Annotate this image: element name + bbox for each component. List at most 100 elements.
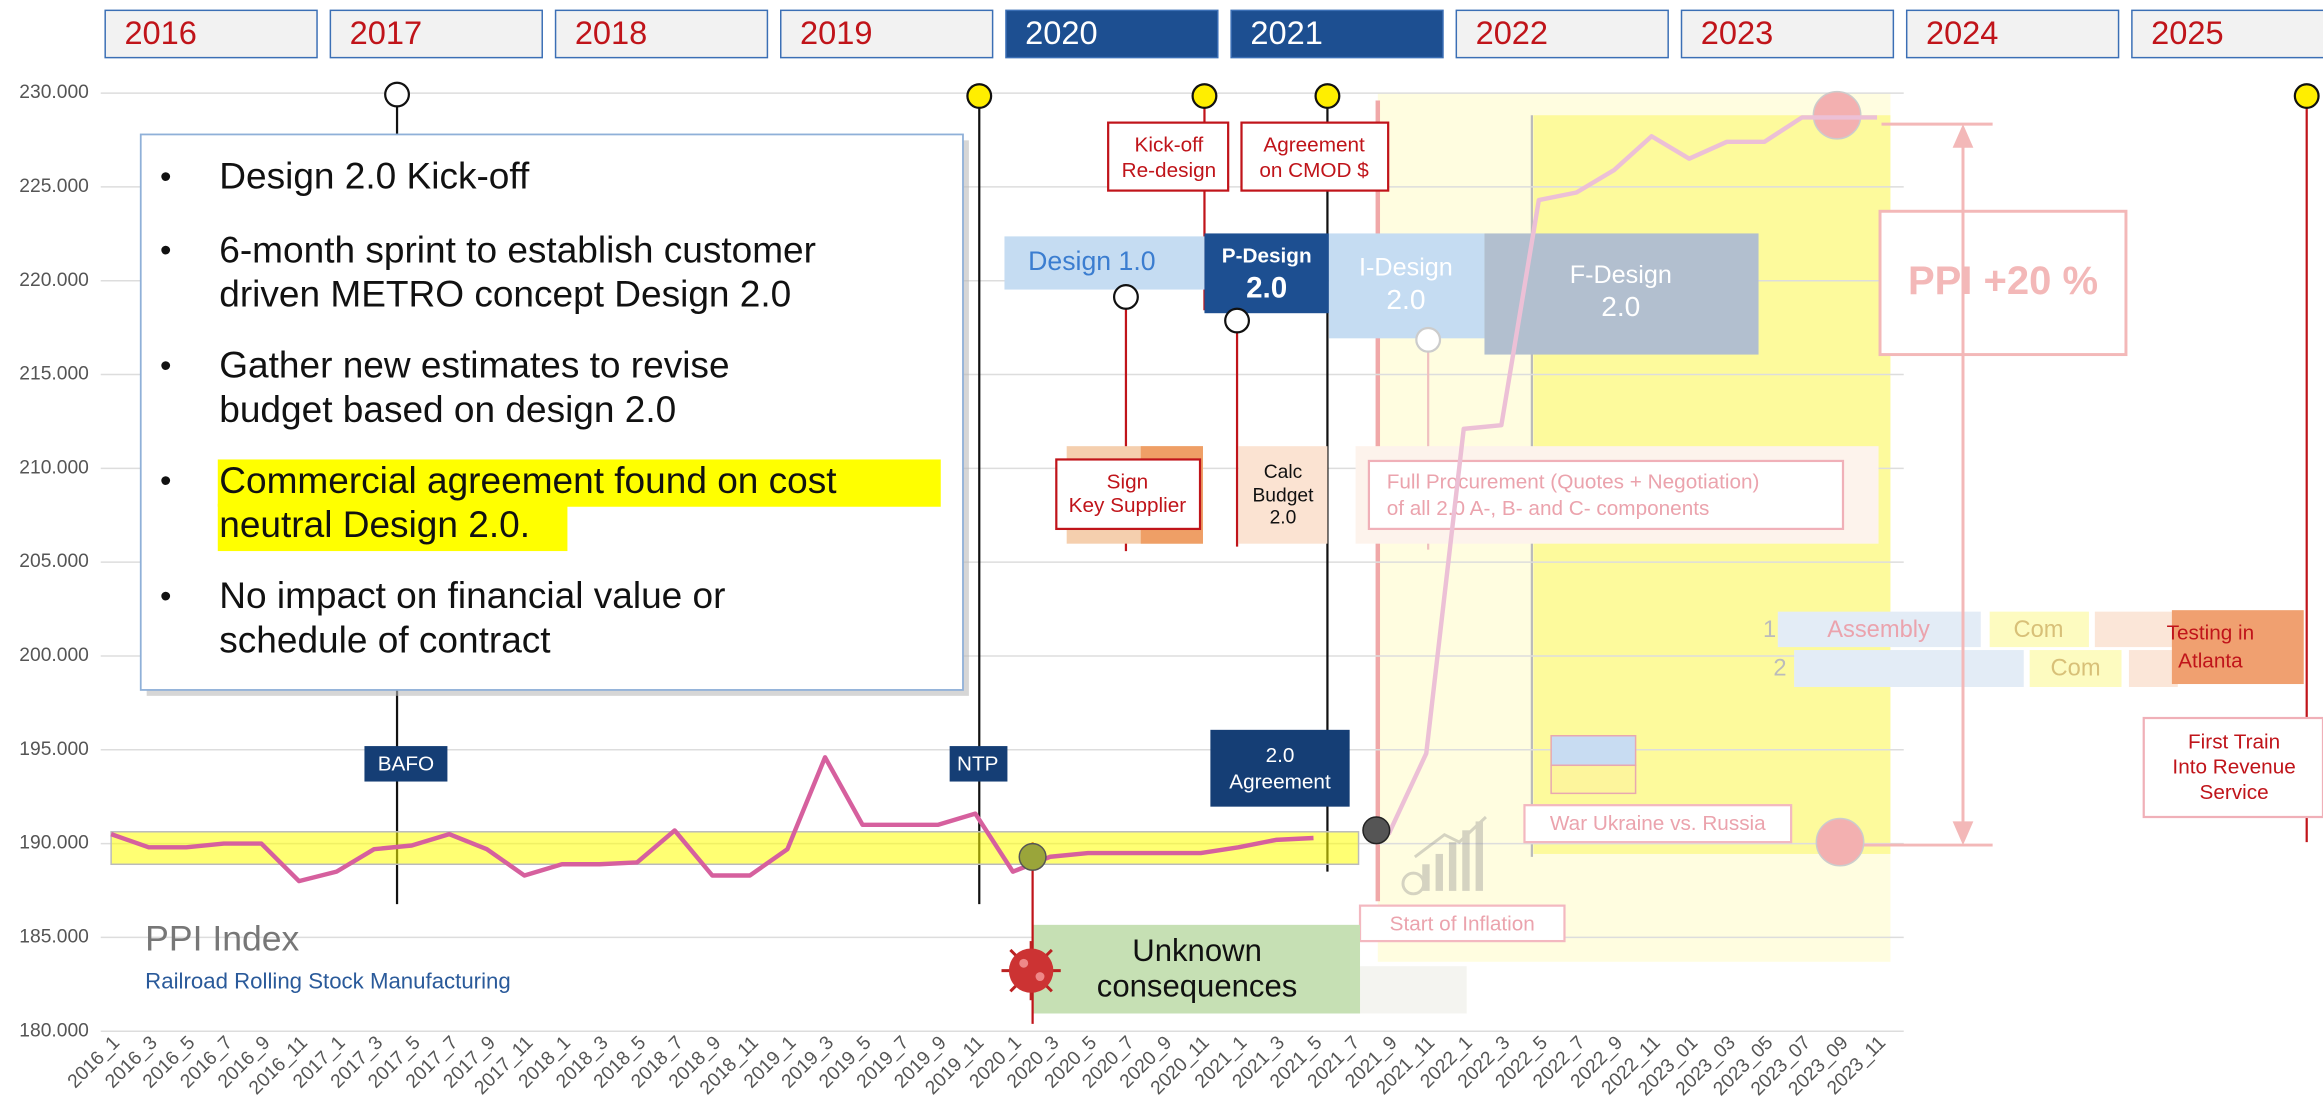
year-label: 2018 <box>575 15 647 51</box>
events-shape-shape <box>1435 853 1443 891</box>
chart-markers-shape <box>2142 716 2323 819</box>
events-shape <box>1550 764 1637 795</box>
phases-shape <box>1238 446 1328 544</box>
y-tick-label: 230.000 <box>19 82 89 103</box>
task-label: Key Supplier <box>1069 494 1187 517</box>
bullet-text: Commercial agreement found on cost <box>219 460 836 501</box>
events-shape <box>1019 958 1029 968</box>
task-label: Full Procurement (Quotes + Negotiation) <box>1387 471 1760 494</box>
milestone-labels-shape <box>949 746 1008 782</box>
phase-label: I-Design <box>1359 254 1453 282</box>
year-label: 2022 <box>1476 15 1548 51</box>
event-label: consequences <box>1097 969 1298 1004</box>
phases-shape <box>2128 650 2178 687</box>
phases-shape <box>1794 650 2024 687</box>
events: PPI +20 % War Ukraine vs. Russia Start o… <box>1001 90 2128 1024</box>
milestone-label: Into Revenue <box>2172 756 2295 779</box>
row-number: 1 <box>1763 617 1776 643</box>
year-box <box>2131 9 2323 59</box>
events-shape <box>1358 966 1467 1014</box>
phases-shape <box>1112 284 1139 310</box>
phases-shape <box>1004 236 1205 290</box>
chart-markers: First Train Into Revenue Service <box>1018 716 2323 871</box>
event-label: Unknown <box>1132 933 1262 968</box>
phases-shape <box>1204 233 1329 314</box>
phase-label: 2.0 <box>1246 271 1287 304</box>
bullet-dot: • <box>160 232 171 268</box>
y-tick-label: 180.000 <box>19 1020 89 1041</box>
bullet-text: driven METRO concept Design 2.0 <box>219 274 791 315</box>
events-shape <box>1815 817 1865 867</box>
year-label: 2020 <box>1025 15 1097 51</box>
bullet-dot: • <box>160 347 171 383</box>
year-box <box>1680 9 1895 59</box>
bullet-text: schedule of contract <box>219 619 550 660</box>
year-label: 2023 <box>1701 15 1773 51</box>
milestone-lines-shape <box>1314 83 1341 109</box>
phase-label: 2.0 <box>1386 284 1425 315</box>
year-box <box>329 9 543 59</box>
year-box <box>554 9 769 59</box>
events-shape <box>1523 804 1793 844</box>
phases-shape <box>1367 459 1845 531</box>
task-label: Com <box>2014 617 2064 643</box>
event-label: War Ukraine vs. Russia <box>1550 812 1766 835</box>
highlight <box>217 459 941 507</box>
year-label: 2025 <box>2151 15 2223 51</box>
events-shape <box>1358 904 1566 943</box>
callout: • Design 2.0 Kick-off • 6-month sprint to e… <box>139 133 969 696</box>
year-box <box>104 9 318 59</box>
y-tick-label: 185.000 <box>19 926 89 947</box>
task-label: Sign <box>1107 471 1148 494</box>
plot-area-shape <box>110 831 1360 866</box>
milestone-label: Agreement <box>1229 771 1331 794</box>
bullet-text: Gather new estimates to revise <box>219 345 729 386</box>
y-tick-label: 220.000 <box>19 270 89 291</box>
row-number: 2 <box>1773 656 1786 682</box>
year-label: 2016 <box>124 15 196 51</box>
milestone-label: Agreement <box>1263 134 1365 157</box>
phase-label: F-Design <box>1570 261 1672 289</box>
year-box <box>1230 9 1444 59</box>
events-shape <box>1032 924 1361 1014</box>
task-label: Calc <box>1264 462 1303 483</box>
event-label: Start of Inflation <box>1390 912 1535 935</box>
phases-shape <box>1055 458 1202 531</box>
year-box <box>1005 9 1219 59</box>
phases-shape <box>1989 611 2089 648</box>
ppi-line <box>1386 115 1878 836</box>
events-shape-shape <box>1413 815 1487 859</box>
phases-shape <box>2029 650 2122 687</box>
bullet-dot: • <box>160 578 171 614</box>
year-header: 2016 2017 2018 2019 2020 2021 2022 2023 2024 2025 <box>104 9 2323 59</box>
phases-shape <box>2094 611 2178 648</box>
task-label: of all 2.0 A-, B- and C- components <box>1387 497 1710 520</box>
milestone-labels: BAFO NTP 2.0 Agreement Kick-off Re-desig… <box>364 121 1390 807</box>
phase-label: Design 1.0 <box>1028 246 1155 276</box>
milestone-lines-shape <box>384 81 411 108</box>
milestone-labels-shape <box>364 746 448 782</box>
y-tick-label: 205.000 <box>19 551 89 572</box>
ppi-line <box>110 755 1314 884</box>
phase-label: 2.0 <box>1601 291 1640 322</box>
events-shape <box>1550 735 1637 767</box>
chart-markers-shape <box>1018 842 1047 871</box>
phases-shape <box>2171 610 2304 685</box>
milestone-label: BAFO <box>378 753 434 776</box>
phases-shape <box>1777 611 1981 648</box>
milestone-label: Atlanta <box>2178 649 2243 672</box>
y-tick-label: 190.000 <box>19 833 89 854</box>
milestone-label: 2.0 <box>1266 744 1295 767</box>
milestone-labels-shape <box>1240 121 1390 192</box>
y-tick-label: 215.000 <box>19 364 89 385</box>
phases-shape <box>1224 307 1251 334</box>
events-shape-shape <box>1475 821 1483 891</box>
bullet-dot: • <box>160 463 171 499</box>
y-tick-label: 225.000 <box>19 176 89 197</box>
chart-subtitle: Railroad Rolling Stock Manufacturing <box>145 968 511 993</box>
year-label: 2021 <box>1250 15 1322 51</box>
milestone-label: NTP <box>957 753 998 776</box>
events-shape-shape <box>1401 871 1426 896</box>
